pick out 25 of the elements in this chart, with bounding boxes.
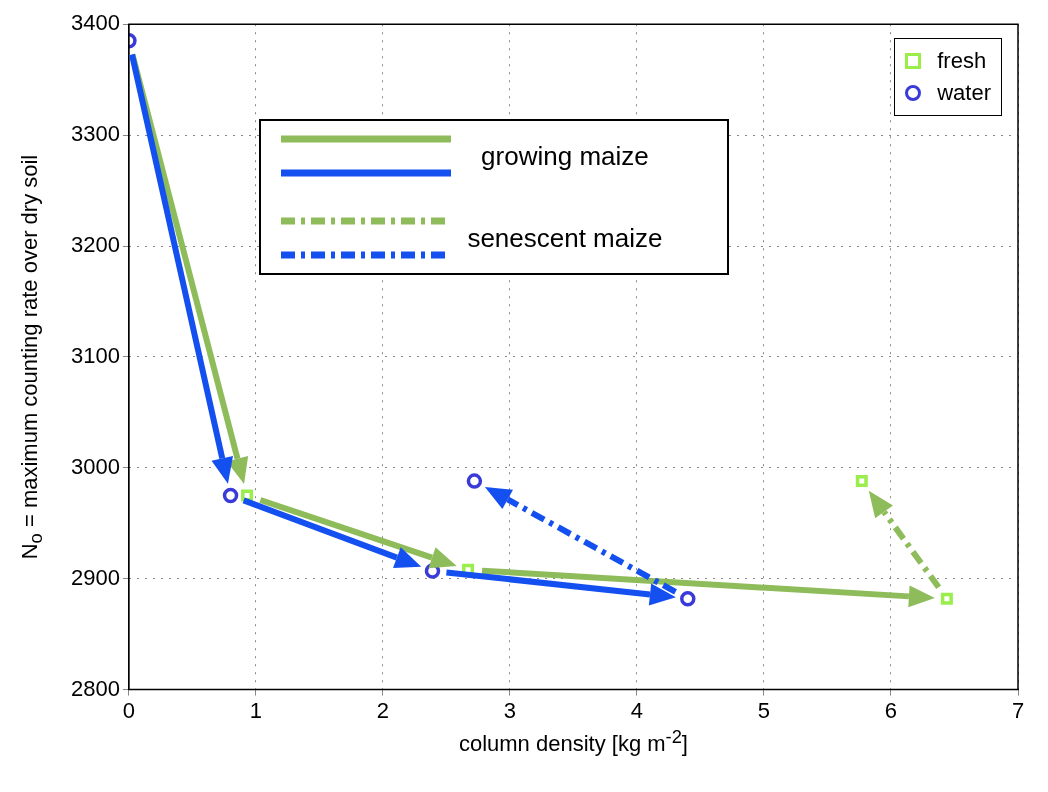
y-tick-label: 2800 [70, 675, 120, 701]
point [466, 473, 483, 489]
x-tick-label: 6 [884, 697, 898, 723]
y-tick-label: 2900 [70, 564, 120, 590]
x-tick-label: 3 [503, 697, 517, 723]
x-tick-label: 0 [122, 697, 136, 723]
legend-label: fresh [937, 47, 987, 76]
x-axis-title: column density [kg m$^{-2}$] [457, 725, 689, 757]
y-tick-label: 3200 [70, 232, 120, 258]
point [940, 592, 953, 605]
x-tick-label: 1 [249, 697, 263, 723]
y-tick-label: 3000 [70, 453, 120, 479]
point [680, 590, 696, 607]
point [222, 487, 239, 504]
legend-label: water [937, 79, 991, 108]
x-tick-label: 5 [757, 697, 771, 723]
x-tick-label: 7 [1011, 697, 1025, 723]
y-tick-label: 3400 [70, 10, 120, 36]
y-tick-label: 3100 [70, 342, 120, 368]
annotation: growing maize [480, 140, 650, 172]
y-tick-label: 3300 [70, 121, 120, 147]
x-tick-label: 2 [376, 697, 390, 723]
x-tick-label: 4 [630, 697, 644, 723]
point [855, 475, 868, 488]
annotation: senescent maize [466, 222, 664, 254]
